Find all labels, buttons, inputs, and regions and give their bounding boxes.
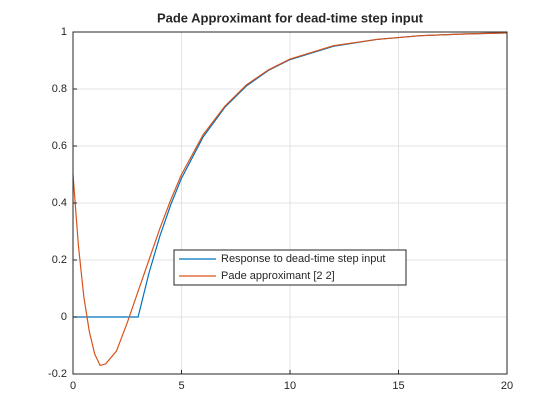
legend-label: Response to dead-time step input [221, 253, 386, 265]
x-tick-label: 20 [501, 380, 513, 392]
x-tick-label: 0 [70, 380, 76, 392]
legend-label: Pade approximant [2 2] [221, 270, 335, 282]
y-tick-label: 0.2 [52, 254, 67, 266]
chart-title: Pade Approximant for dead-time step inpu… [157, 10, 424, 25]
y-tick-label: 0.4 [52, 197, 67, 209]
legend: Response to dead-time step input Pade app… [173, 249, 407, 286]
x-tick-label: 10 [284, 380, 296, 392]
legend-box [173, 249, 407, 286]
x-tick-label: 15 [392, 380, 404, 392]
series-line [72, 32, 508, 367]
y-tick-label: -0.2 [48, 368, 67, 380]
x-tick-label: 5 [178, 380, 184, 392]
y-tick-label: 1 [61, 26, 67, 38]
ticks: 0 5 10 15 20-0.200.20.40.60.81 [48, 26, 513, 392]
y-tick-label: 0.6 [52, 140, 67, 152]
plot-lines [72, 32, 508, 367]
y-tick-label: 0.8 [52, 83, 67, 95]
y-tick-label: 0 [61, 311, 67, 323]
